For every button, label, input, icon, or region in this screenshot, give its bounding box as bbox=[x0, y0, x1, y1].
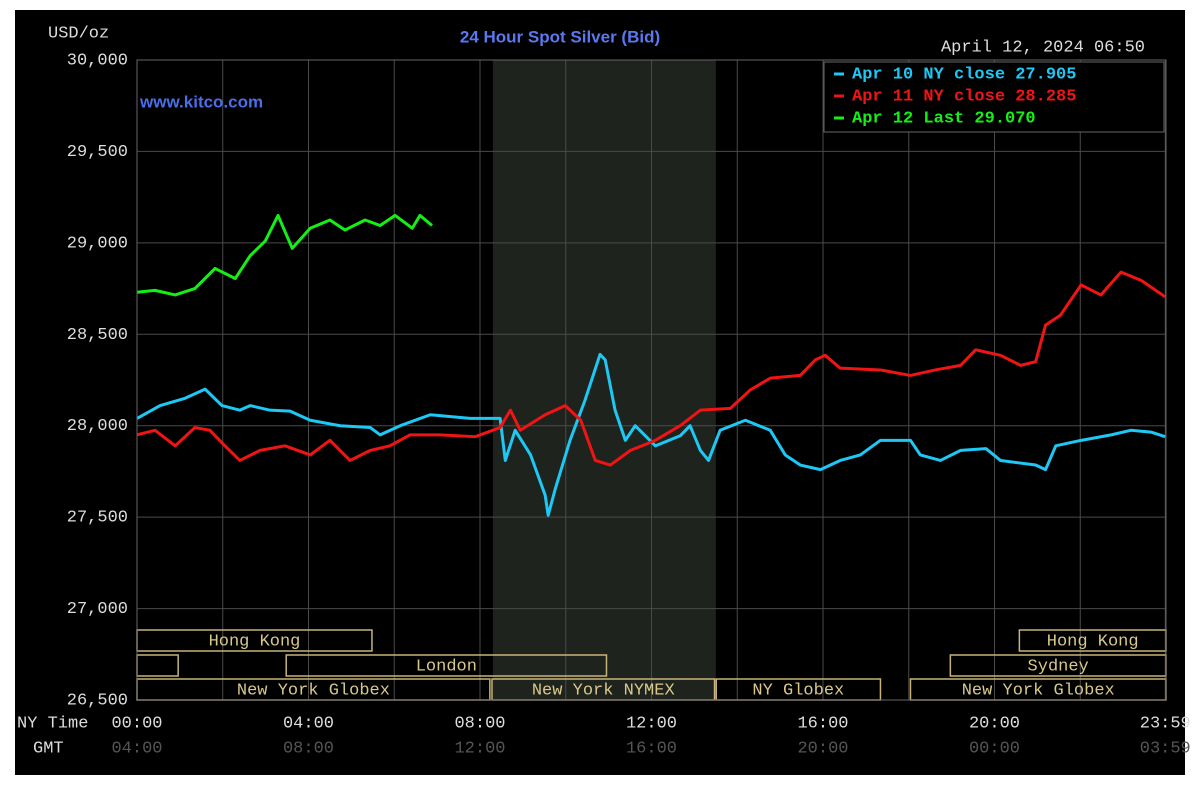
session-label: New York NYMEX bbox=[532, 681, 675, 700]
y-tick-label: 27,500 bbox=[67, 509, 128, 528]
x-tick-label: 12:00 bbox=[626, 714, 677, 733]
y-tick-label: 26,500 bbox=[67, 691, 128, 710]
y-tick-label: 30,000 bbox=[67, 51, 128, 70]
session-label: London bbox=[416, 657, 477, 676]
gmt-tick-label: 08:00 bbox=[283, 739, 334, 758]
x-tick-label: 00:00 bbox=[111, 714, 162, 733]
shaded-region bbox=[492, 60, 716, 700]
price-line bbox=[136, 213, 433, 297]
x-tick-label: 04:00 bbox=[283, 714, 334, 733]
plot-frame bbox=[136, 59, 1167, 701]
gmt-tick-label: 12:00 bbox=[454, 739, 505, 758]
session-label: Hong Kong bbox=[209, 632, 301, 651]
watermark: www.kitco.com bbox=[139, 92, 263, 111]
y-tick-label: 28,500 bbox=[67, 326, 128, 345]
session-box bbox=[285, 654, 608, 677]
y-tick-label: 29,000 bbox=[67, 234, 128, 253]
gmt-row-label: GMT bbox=[33, 739, 64, 758]
x-tick-label: 16:00 bbox=[797, 714, 848, 733]
gmt-tick-label: 00:00 bbox=[969, 739, 1020, 758]
unit-label: USD/oz bbox=[48, 24, 109, 43]
price-line bbox=[136, 352, 1166, 517]
price-line bbox=[136, 270, 1166, 467]
y-tick-label: 28,000 bbox=[67, 417, 128, 436]
x-tick-label: 23:59 bbox=[1140, 714, 1191, 733]
gmt-tick-label: 04:00 bbox=[111, 739, 162, 758]
gmt-tick-label: 20:00 bbox=[797, 739, 848, 758]
session-label: New York Globex bbox=[962, 681, 1115, 700]
legend-label: Apr 10 NY close 27.905 bbox=[852, 65, 1076, 84]
y-tick-label: 29,500 bbox=[67, 143, 128, 162]
legend-box bbox=[823, 61, 1165, 133]
legend-label: Apr 12 Last 29.070 bbox=[852, 109, 1036, 128]
session-label: New York Globex bbox=[237, 681, 390, 700]
gmt-tick-label: 03:59 bbox=[1140, 739, 1191, 758]
chart-title: 24 Hour Spot Silver (Bid) bbox=[460, 27, 660, 46]
timestamp: April 12, 2024 06:50 bbox=[941, 38, 1145, 57]
session-label: Sydney bbox=[1028, 657, 1089, 676]
session-label: NY Globex bbox=[752, 681, 844, 700]
y-tick-label: 27,000 bbox=[67, 600, 128, 619]
x-tick-label: 20:00 bbox=[969, 714, 1020, 733]
x-row-label: NY Time bbox=[17, 714, 88, 733]
x-tick-label: 08:00 bbox=[454, 714, 505, 733]
gmt-tick-label: 16:00 bbox=[626, 739, 677, 758]
legend-label: Apr 11 NY close 28.285 bbox=[852, 87, 1076, 106]
session-label: Hong Kong bbox=[1047, 632, 1139, 651]
